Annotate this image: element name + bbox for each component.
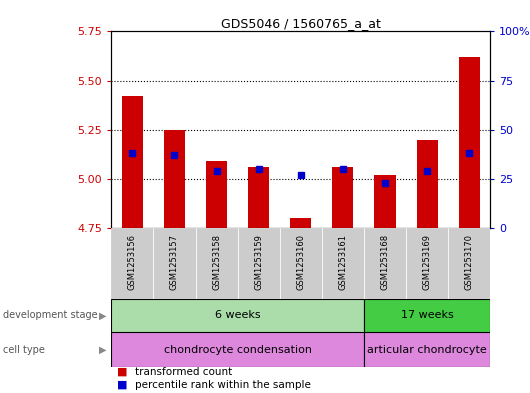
Bar — [448, 228, 490, 299]
Text: ▶: ▶ — [99, 345, 106, 355]
Bar — [111, 228, 153, 299]
Text: ■: ■ — [117, 380, 127, 389]
Text: GSM1253168: GSM1253168 — [381, 234, 390, 290]
Bar — [111, 332, 364, 367]
Bar — [206, 161, 227, 228]
Text: 6 weeks: 6 weeks — [215, 310, 260, 320]
Text: cell type: cell type — [3, 345, 45, 355]
Bar — [122, 96, 143, 228]
Bar — [290, 218, 311, 228]
Bar — [364, 332, 490, 367]
Text: GSM1253159: GSM1253159 — [254, 234, 263, 290]
Bar — [375, 175, 395, 228]
Bar — [458, 57, 480, 228]
Text: ■: ■ — [117, 367, 127, 377]
Text: GSM1253157: GSM1253157 — [170, 234, 179, 290]
Text: GSM1253160: GSM1253160 — [296, 234, 305, 290]
Text: GSM1253158: GSM1253158 — [212, 234, 221, 290]
Title: GDS5046 / 1560765_a_at: GDS5046 / 1560765_a_at — [221, 17, 381, 30]
Bar — [111, 299, 364, 332]
Bar — [406, 228, 448, 299]
Text: percentile rank within the sample: percentile rank within the sample — [135, 380, 311, 389]
Text: chondrocyte condensation: chondrocyte condensation — [164, 345, 312, 355]
Text: ▶: ▶ — [99, 310, 106, 320]
Bar — [280, 228, 322, 299]
Bar — [332, 167, 354, 228]
Text: 17 weeks: 17 weeks — [401, 310, 454, 320]
Text: GSM1253156: GSM1253156 — [128, 234, 137, 290]
Text: articular chondrocyte: articular chondrocyte — [367, 345, 487, 355]
Bar — [364, 299, 490, 332]
Text: GSM1253161: GSM1253161 — [338, 234, 347, 290]
Bar — [237, 228, 280, 299]
Text: GSM1253169: GSM1253169 — [422, 234, 431, 290]
Bar — [153, 228, 196, 299]
Bar — [364, 228, 406, 299]
Bar — [196, 228, 237, 299]
Text: GSM1253170: GSM1253170 — [465, 234, 474, 290]
Text: development stage: development stage — [3, 310, 98, 320]
Text: transformed count: transformed count — [135, 367, 232, 377]
Bar — [417, 140, 438, 228]
Bar — [248, 167, 269, 228]
Bar — [164, 130, 185, 228]
Bar — [322, 228, 364, 299]
